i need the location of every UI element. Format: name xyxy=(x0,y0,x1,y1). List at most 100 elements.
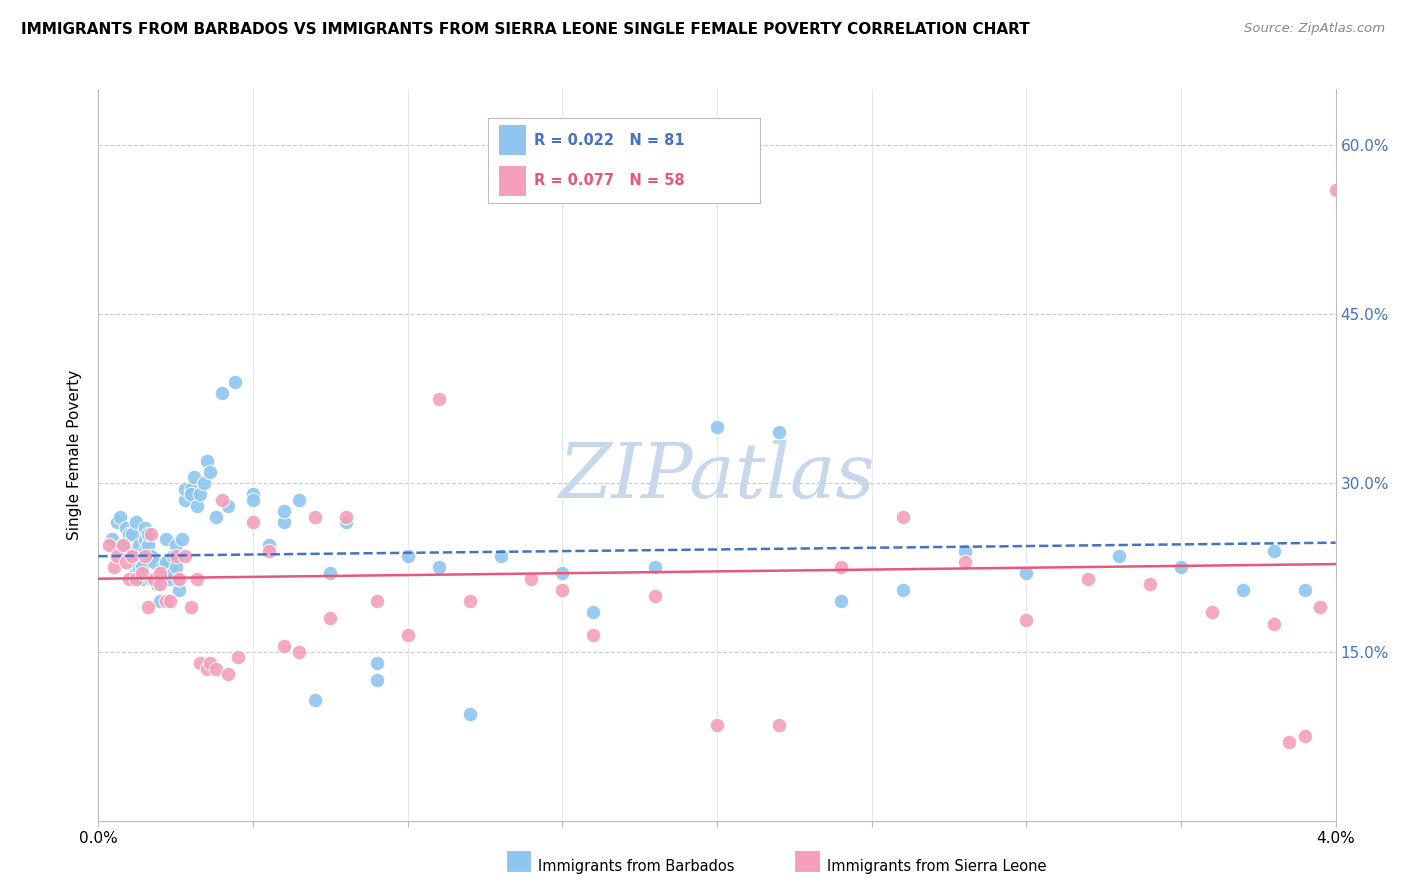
Point xyxy=(165,560,187,574)
Point xyxy=(458,706,481,721)
Point xyxy=(830,594,852,608)
Point xyxy=(134,543,156,558)
Point xyxy=(953,543,976,558)
Point xyxy=(195,453,218,467)
Point xyxy=(134,549,156,564)
Point xyxy=(139,526,162,541)
Point xyxy=(134,521,156,535)
Point xyxy=(165,549,187,564)
Point xyxy=(768,425,790,440)
Point xyxy=(155,533,177,547)
Point xyxy=(131,572,153,586)
Point xyxy=(186,499,208,513)
Point xyxy=(183,470,205,484)
Point xyxy=(136,599,159,614)
Point xyxy=(396,549,419,564)
Point xyxy=(118,572,141,586)
Point xyxy=(489,549,512,564)
Point xyxy=(458,594,481,608)
Point xyxy=(257,543,280,558)
Point xyxy=(1309,599,1331,614)
Point xyxy=(193,476,215,491)
Text: ZIPatlas: ZIPatlas xyxy=(558,440,876,514)
Point xyxy=(180,487,202,501)
Point xyxy=(167,582,190,597)
Point xyxy=(366,594,388,608)
Point xyxy=(224,375,246,389)
Point xyxy=(134,533,156,547)
Point xyxy=(118,526,141,541)
Point xyxy=(152,560,174,574)
Point xyxy=(174,549,197,564)
Point xyxy=(205,662,228,676)
Point xyxy=(226,650,249,665)
Point xyxy=(174,482,197,496)
Point xyxy=(396,628,419,642)
Point xyxy=(706,419,728,434)
Point xyxy=(128,538,150,552)
Point xyxy=(273,639,295,653)
Point xyxy=(1077,572,1099,586)
Point xyxy=(143,555,166,569)
Point xyxy=(159,594,181,608)
Point xyxy=(217,667,239,681)
Point xyxy=(319,566,342,580)
Point xyxy=(1139,577,1161,591)
Point xyxy=(139,549,162,564)
Point xyxy=(121,549,143,564)
Point xyxy=(180,599,202,614)
Point xyxy=(190,656,212,670)
Point xyxy=(190,487,212,501)
Point xyxy=(644,589,666,603)
Point xyxy=(830,560,852,574)
Point xyxy=(1294,729,1316,743)
Point xyxy=(520,572,543,586)
Point xyxy=(143,572,166,586)
Point xyxy=(103,560,125,574)
Point xyxy=(112,538,135,552)
Point xyxy=(165,538,187,552)
Point xyxy=(273,504,295,518)
Point xyxy=(162,549,184,564)
Point xyxy=(121,526,143,541)
Point xyxy=(1015,566,1038,580)
Point xyxy=(366,673,388,687)
Point xyxy=(427,392,450,406)
Point xyxy=(155,594,177,608)
Point xyxy=(335,509,357,524)
Point xyxy=(167,572,190,586)
Point xyxy=(288,492,311,507)
Point xyxy=(167,572,190,586)
Point xyxy=(582,628,605,642)
Point xyxy=(1263,543,1285,558)
Point xyxy=(105,516,128,530)
Point xyxy=(155,555,177,569)
Text: Immigrants from Barbados: Immigrants from Barbados xyxy=(538,859,735,873)
Point xyxy=(242,492,264,507)
Point xyxy=(162,566,184,580)
Point xyxy=(124,572,146,586)
Point xyxy=(186,572,208,586)
Point xyxy=(211,492,233,507)
Point xyxy=(242,487,264,501)
Point xyxy=(195,662,218,676)
Point xyxy=(149,566,172,580)
Point xyxy=(149,594,172,608)
Point xyxy=(108,509,131,524)
Point xyxy=(1232,582,1254,597)
Point xyxy=(891,509,914,524)
Point xyxy=(98,538,121,552)
Point xyxy=(1201,606,1223,620)
Point xyxy=(1170,560,1192,574)
Point xyxy=(124,566,146,580)
Point xyxy=(112,538,135,552)
Point xyxy=(198,656,221,670)
Point xyxy=(1108,549,1130,564)
Point xyxy=(319,611,342,625)
Point xyxy=(136,538,159,552)
Point xyxy=(131,560,153,574)
Point xyxy=(205,509,228,524)
Point xyxy=(582,606,605,620)
Point xyxy=(1263,616,1285,631)
Point xyxy=(180,482,202,496)
